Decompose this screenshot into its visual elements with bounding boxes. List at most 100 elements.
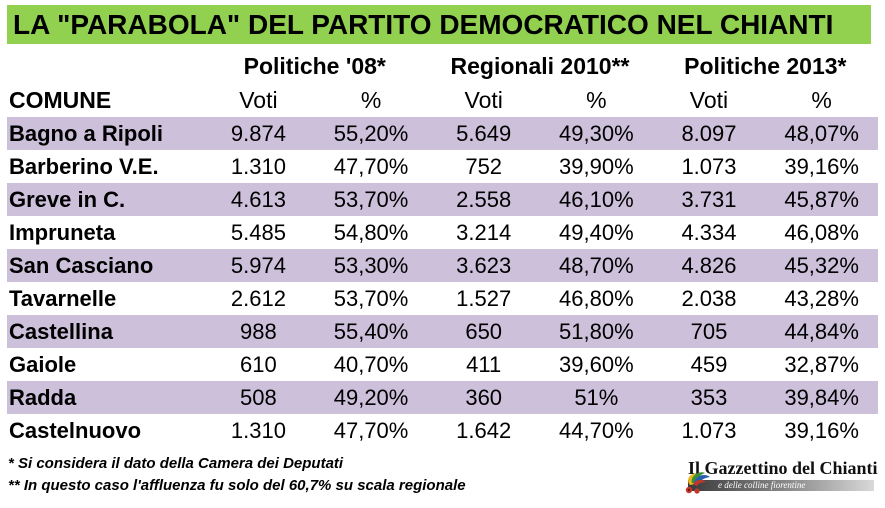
gazzettino-logo: Il Gazzettino del Chianti e delle collin… (685, 458, 878, 494)
cell-comune: Tavarnelle (9, 285, 117, 311)
cell-percent: 54,80% (333, 219, 409, 245)
cell-percent: 40,70% (333, 351, 409, 377)
cell-percent: 47,70% (333, 417, 409, 443)
table-row: Gaiole 610 40,70% 411 39,60% 459 32,87% (7, 348, 878, 381)
cell-voti: 3.731 (681, 186, 737, 212)
column-header-comune: COMUNE (9, 87, 112, 113)
cell-percent: 55,20% (333, 120, 409, 146)
cell-percent: 43,28% (784, 285, 859, 311)
group-header-row: Politiche '08* Regionali 2010** Politich… (7, 48, 878, 84)
group-header-politiche-2013: Politiche 2013* (684, 52, 847, 79)
cell-voti: 988 (240, 318, 277, 344)
cell-voti: 411 (466, 351, 502, 377)
cell-voti: 1.527 (456, 285, 512, 311)
cell-percent: 49,40% (559, 219, 634, 245)
table-row: Impruneta 5.485 54,80% 3.214 49,40% 4.33… (7, 216, 878, 249)
cell-voti: 610 (240, 351, 277, 377)
cell-percent: 39,60% (559, 351, 634, 377)
cell-comune: Barberino V.E. (9, 153, 159, 179)
cell-voti: 1.073 (681, 417, 737, 443)
table-row: Castelnuovo 1.310 47,70% 1.642 44,70% 1.… (7, 414, 878, 447)
table-row: Tavarnelle 2.612 53,70% 1.527 46,80% 2.0… (7, 282, 878, 315)
cell-percent: 55,40% (333, 318, 409, 344)
cell-percent: 32,87% (784, 351, 859, 377)
cell-voti: 4.334 (681, 219, 737, 245)
cell-percent: 53,70% (333, 186, 409, 212)
footnotes: * Si considera il dato della Camera dei … (8, 453, 568, 497)
cell-percent: 44,84% (784, 318, 859, 344)
cell-percent: 47,70% (333, 153, 409, 179)
column-header-voti-3: Voti (689, 87, 729, 113)
table-row: Castellina 988 55,40% 650 51,80% 705 44,… (7, 315, 878, 348)
cell-voti: 1.310 (230, 417, 286, 443)
cell-voti: 4.613 (230, 186, 286, 212)
cell-percent: 46,80% (559, 285, 634, 311)
election-results-table: Politiche '08* Regionali 2010** Politich… (7, 48, 878, 447)
cell-comune: Radda (9, 384, 77, 410)
logo-tagline: e delle colline fiorentine (718, 480, 806, 490)
cell-voti: 5.649 (456, 120, 512, 146)
column-header-pct-3: % (811, 87, 832, 113)
cell-voti: 5.485 (230, 219, 286, 245)
cell-percent: 48,70% (559, 252, 634, 278)
cell-comune: Castellina (9, 318, 113, 344)
column-header-pct-1: % (360, 87, 382, 113)
cell-percent: 51,80% (559, 318, 634, 344)
cell-voti: 752 (465, 153, 503, 179)
page-title: LA "PARABOLA" DEL PARTITO DEMOCRATICO NE… (7, 5, 871, 44)
cell-voti: 1.310 (230, 153, 286, 179)
cell-percent: 46,10% (559, 186, 634, 212)
cell-percent: 45,32% (784, 252, 859, 278)
cell-comune: San Casciano (9, 252, 154, 278)
cell-comune: Impruneta (9, 219, 116, 245)
cell-voti: 2.038 (681, 285, 737, 311)
footnote-affluenza: ** In questo caso l'affluenza fu solo de… (8, 477, 466, 494)
rooster-cart-icon (685, 472, 710, 494)
column-header-voti-2: Voti (464, 87, 503, 113)
table-row: San Casciano 5.974 53,30% 3.623 48,70% 4… (7, 249, 878, 282)
cell-voti: 650 (465, 318, 503, 344)
cell-percent: 51% (574, 384, 619, 410)
cell-voti: 9.874 (230, 120, 286, 146)
cell-voti: 3.214 (456, 219, 512, 245)
group-header-politiche-08: Politiche '08* (243, 52, 386, 79)
cell-voti: 360 (465, 384, 503, 410)
cell-percent: 39,90% (559, 153, 634, 179)
cell-voti: 2.612 (230, 285, 286, 311)
cell-percent: 49,20% (333, 384, 409, 410)
cell-voti: 8.097 (681, 120, 737, 146)
table-row: Greve in C. 4.613 53,70% 2.558 46,10% 3.… (7, 183, 878, 216)
cell-voti: 3.623 (456, 252, 512, 278)
logo-title: Il Gazzettino del Chianti (688, 458, 878, 478)
cell-percent: 39,16% (784, 153, 859, 179)
cell-percent: 44,70% (559, 417, 634, 443)
group-header-spacer (7, 48, 202, 84)
cell-percent: 48,07% (784, 120, 859, 146)
cell-percent: 46,08% (784, 219, 859, 245)
logo-tagline-bar: e delle colline fiorentine (685, 472, 874, 494)
table-row: Radda 508 49,20% 360 51% 353 39,84% (7, 381, 878, 414)
cell-comune: Gaiole (9, 351, 77, 377)
cell-voti: 459 (690, 351, 728, 377)
cell-percent: 49,30% (559, 120, 634, 146)
cell-percent: 45,87% (784, 186, 859, 212)
cell-percent: 39,84% (784, 384, 859, 410)
cell-voti: 1.642 (456, 417, 512, 443)
column-header-row: COMUNE Voti % Voti % Voti % (7, 84, 878, 117)
cell-percent: 53,30% (333, 252, 409, 278)
column-header-pct-2: % (586, 87, 607, 113)
table-row: Barberino V.E. 1.310 47,70% 752 39,90% 1… (7, 150, 878, 183)
group-header-regionali-2010: Regionali 2010** (450, 52, 630, 79)
cell-voti: 2.558 (456, 186, 512, 212)
cell-comune: Bagno a Ripoli (9, 120, 163, 146)
cell-comune: Castelnuovo (9, 417, 142, 443)
cell-percent: 53,70% (333, 285, 409, 311)
cell-percent: 39,16% (784, 417, 859, 443)
column-header-voti-1: Voti (239, 87, 278, 113)
footnote-camera-deputati: * Si considera il dato della Camera dei … (8, 455, 344, 472)
cell-voti: 4.826 (681, 252, 737, 278)
cell-voti: 1.073 (681, 153, 737, 179)
cell-comune: Greve in C. (9, 186, 126, 212)
cell-voti: 508 (240, 384, 277, 410)
